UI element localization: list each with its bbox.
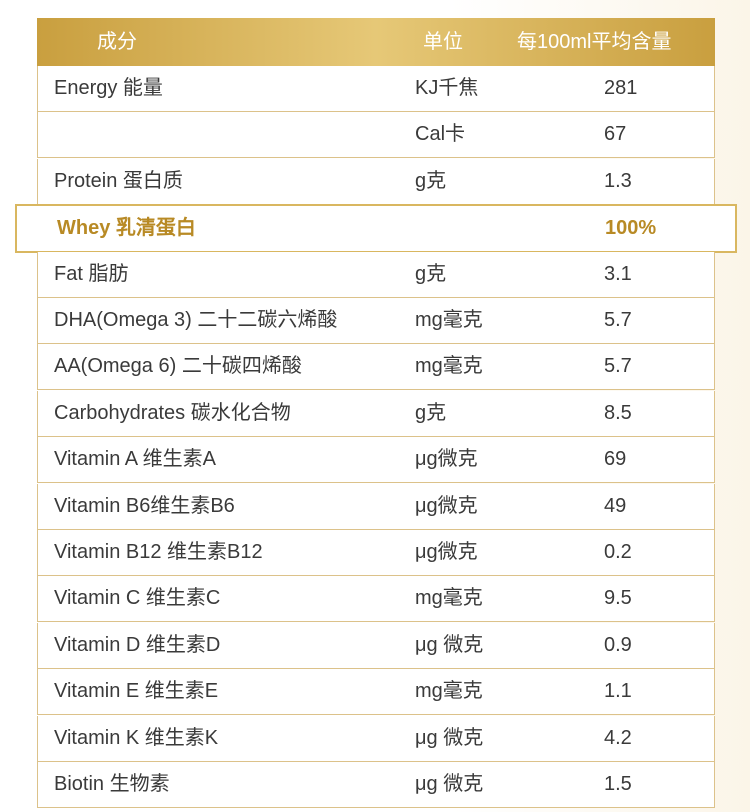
table-cell: 4.2 <box>604 726 632 749</box>
table-row: Cal卡 67 <box>37 112 715 159</box>
table-cell: 281 <box>604 77 638 99</box>
table-cell: KJ千焦 <box>415 77 479 99</box>
table-cell: Vitamin B12 维生素B12 <box>54 541 263 563</box>
table-cell: g克 <box>415 401 447 424</box>
table-cell: μg 微克 <box>415 726 484 749</box>
table-cell: 5.7 <box>604 355 632 378</box>
table-cell: 5.7 <box>604 309 632 331</box>
table-cell: Vitamin C 维生素C <box>54 587 221 610</box>
table-cell: μg微克 <box>415 448 478 471</box>
table-cell: Carbohydrates 碳水化合物 <box>54 401 291 424</box>
table-cell: DHA(Omega 3) 二十二碳六烯酸 <box>54 309 338 331</box>
table-cell: 8.5 <box>604 401 632 424</box>
table-cell: 1.3 <box>604 169 632 192</box>
table-cell: Whey 乳清蛋白 <box>57 217 196 240</box>
highlight-row: Whey 乳清蛋白 100% <box>15 204 737 254</box>
table-cell: 0.9 <box>604 633 632 656</box>
table-cell: mg毫克 <box>415 587 483 610</box>
table-cell: 69 <box>604 448 627 471</box>
table-cell: 1.1 <box>604 680 632 703</box>
table-row: Vitamin D 维生素D μg 微克 0.9 <box>37 622 715 669</box>
table-row: Energy 能量 KJ千焦 281 <box>37 66 715 112</box>
table-header: 成分 单位 每100ml平均含量 <box>37 18 715 66</box>
table-cell: mg毫克 <box>415 355 483 378</box>
table-cell: Cal卡 <box>415 123 466 146</box>
table-cell: Biotin 生物素 <box>54 773 170 795</box>
table-row: Fat 脂肪 g克 3.1 <box>37 251 715 298</box>
table-cell: Fat 脂肪 <box>54 262 129 285</box>
table-cell: μg微克 <box>415 541 478 563</box>
table-cell: μg微克 <box>415 494 478 517</box>
table-cell: g克 <box>415 262 447 285</box>
table-cell: μg 微克 <box>415 633 484 656</box>
table-row: Vitamin B12 维生素B12 μg微克 0.2 <box>37 530 715 576</box>
table-cell: mg毫克 <box>415 309 483 331</box>
table-row: Vitamin K 维生素K μg 微克 4.2 <box>37 715 715 762</box>
table-cell: Vitamin B6维生素B6 <box>54 494 235 517</box>
table-cell: Vitamin K 维生素K <box>54 726 219 749</box>
table-cell: 1.5 <box>604 773 632 795</box>
table-cell: 9.5 <box>604 587 632 610</box>
table-cell: 3.1 <box>604 262 632 285</box>
table-cell: 0.2 <box>604 541 632 563</box>
table-row: Biotin 生物素 μg 微克 1.5 <box>37 762 715 808</box>
table-cell: Vitamin D 维生素D <box>54 633 221 656</box>
table-cell: 67 <box>604 123 627 146</box>
header-cell: 成分 <box>97 31 137 53</box>
table-row: DHA(Omega 3) 二十二碳六烯酸 mg毫克 5.7 <box>37 298 715 344</box>
table-cell: Vitamin A 维生素A <box>54 448 216 471</box>
header-cell: 单位 <box>423 31 463 53</box>
header-cell: 每100ml平均含量 <box>517 31 672 53</box>
table-cell: Protein 蛋白质 <box>54 169 183 192</box>
table-cell: Vitamin E 维生素E <box>54 680 219 703</box>
table-cell: g克 <box>415 169 447 192</box>
table-row: Vitamin A 维生素A μg微克 69 <box>37 437 715 484</box>
table-row: Vitamin B6维生素B6 μg微克 49 <box>37 483 715 530</box>
table-row: Vitamin E 维生素E mg毫克 1.1 <box>37 669 715 716</box>
table-cell: 100% <box>605 217 657 240</box>
table-cell: 49 <box>604 494 627 517</box>
table-cell: μg 微克 <box>415 773 484 795</box>
table-cell: mg毫克 <box>415 680 483 703</box>
table-row: Protein 蛋白质 g克 1.3 <box>37 158 715 205</box>
table-cell: Energy 能量 <box>54 77 163 99</box>
table-row: Vitamin C 维生素C mg毫克 9.5 <box>37 576 715 623</box>
table-row: AA(Omega 6) 二十碳四烯酸 mg毫克 5.7 <box>37 344 715 391</box>
table-row: Carbohydrates 碳水化合物 g克 8.5 <box>37 390 715 437</box>
table-cell: AA(Omega 6) 二十碳四烯酸 <box>54 355 302 378</box>
